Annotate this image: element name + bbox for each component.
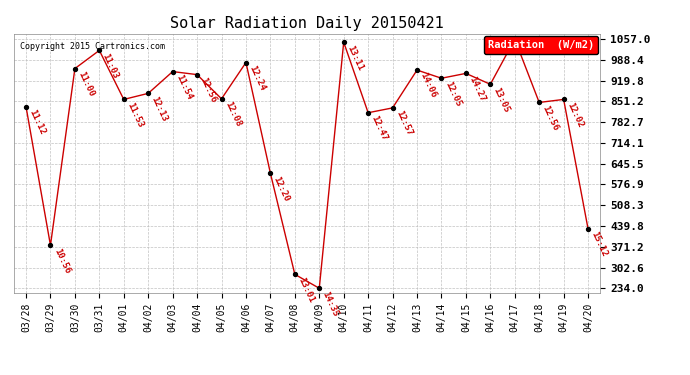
- Point: [240, 60, 251, 66]
- Point: [387, 105, 398, 111]
- Text: 11:12: 11:12: [28, 108, 47, 136]
- Point: [216, 96, 227, 102]
- Text: 11:00: 11:00: [77, 70, 96, 98]
- Point: [411, 67, 422, 73]
- Point: [70, 66, 81, 72]
- Point: [94, 47, 105, 53]
- Point: [485, 81, 496, 87]
- Text: 12:13: 12:13: [150, 95, 169, 123]
- Text: 12:24: 12:24: [247, 64, 267, 92]
- Point: [289, 272, 300, 278]
- Text: 12:57: 12:57: [394, 109, 413, 138]
- Point: [314, 285, 325, 291]
- Text: 13:01: 13:01: [296, 276, 316, 304]
- Point: [118, 96, 129, 102]
- Text: 12:56: 12:56: [199, 76, 218, 104]
- Point: [558, 96, 569, 102]
- Point: [509, 36, 520, 42]
- Point: [265, 170, 276, 176]
- Text: 12:08: 12:08: [223, 100, 242, 128]
- Text: 12:20: 12:20: [272, 175, 291, 203]
- Point: [363, 110, 374, 116]
- Text: 12:02: 12:02: [565, 101, 584, 129]
- Point: [45, 242, 56, 248]
- Point: [533, 99, 544, 105]
- Text: 11:54: 11:54: [174, 73, 194, 101]
- Point: [436, 75, 447, 81]
- Text: 10:56: 10:56: [52, 247, 71, 275]
- Text: 15:12: 15:12: [589, 230, 609, 258]
- Text: 14:35: 14:35: [321, 290, 340, 318]
- Point: [192, 72, 203, 78]
- Point: [338, 39, 349, 45]
- Text: 11:03: 11:03: [101, 52, 120, 80]
- Point: [143, 90, 154, 96]
- Text: 13:11: 13:11: [345, 44, 364, 72]
- Text: 12:05: 12:05: [443, 80, 462, 108]
- Point: [460, 70, 471, 76]
- Text: 11:53: 11:53: [125, 101, 145, 129]
- Point: [167, 69, 178, 75]
- Text: Copyright 2015 Cartronics.com: Copyright 2015 Cartronics.com: [19, 42, 165, 51]
- Legend: Radiation  (W/m2): Radiation (W/m2): [484, 36, 598, 54]
- Text: 13:05: 13:05: [492, 86, 511, 114]
- Title: Solar Radiation Daily 20150421: Solar Radiation Daily 20150421: [170, 16, 444, 31]
- Text: 12:47: 12:47: [370, 114, 389, 142]
- Text: 14:06: 14:06: [418, 72, 438, 100]
- Point: [21, 104, 32, 110]
- Text: 14:27: 14:27: [467, 75, 487, 103]
- Text: 12:56: 12:56: [540, 104, 560, 132]
- Point: [582, 226, 593, 232]
